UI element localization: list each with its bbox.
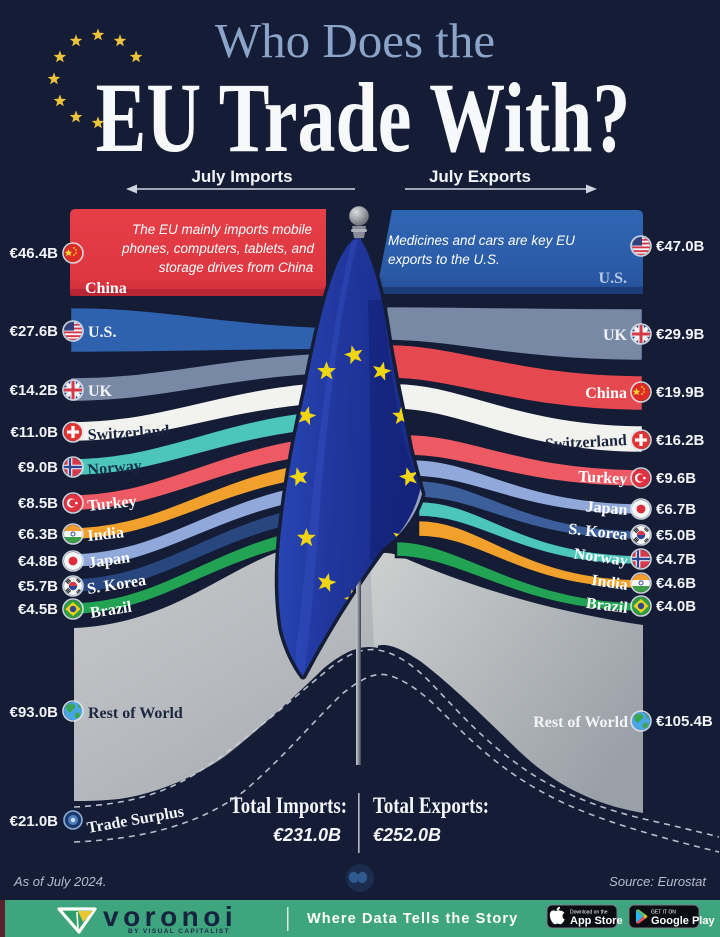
svg-text:€4.8B: €4.8B [18, 553, 58, 570]
svg-text:Japan: Japan [585, 498, 628, 519]
svg-text:Norway: Norway [87, 457, 142, 479]
svg-text:voronoi: voronoi [103, 901, 237, 932]
svg-text:U.S.: U.S. [599, 270, 627, 287]
svg-text:€14.2B: €14.2B [10, 382, 59, 399]
svg-text:Total Imports:: Total Imports: [230, 792, 347, 818]
svg-text:€105.4B: €105.4B [656, 713, 713, 730]
svg-text:€6.7B: €6.7B [656, 501, 696, 518]
svg-text:The EU mainly imports mobile: The EU mainly imports mobile [132, 222, 312, 237]
svg-text:GET IT ON: GET IT ON [651, 910, 676, 916]
svg-text:storage drives from China: storage drives from China [159, 260, 314, 275]
svg-text:€46.4B: €46.4B [10, 245, 59, 262]
svg-text:€16.2B: €16.2B [656, 432, 705, 449]
svg-text:€4.5B: €4.5B [18, 601, 58, 618]
svg-text:BY VISUAL CAPITALIST: BY VISUAL CAPITALIST [128, 928, 230, 935]
svg-text:China: China [85, 280, 127, 297]
svg-text:Turkey: Turkey [578, 468, 628, 488]
svg-text:€29.9B: €29.9B [656, 326, 705, 343]
svg-text:July Exports: July Exports [429, 167, 531, 186]
svg-text:Rest of World: Rest of World [533, 714, 628, 731]
svg-text:€27.6B: €27.6B [10, 323, 59, 340]
svg-text:Brazil: Brazil [585, 595, 629, 617]
svg-text:Total Exports:: Total Exports: [373, 792, 489, 818]
svg-text:Where Data Tells the Story: Where Data Tells the Story [307, 911, 518, 927]
svg-text:China: China [585, 385, 627, 402]
svg-text:Japan: Japan [87, 549, 131, 572]
svg-text:€4.0B: €4.0B [656, 598, 696, 615]
svg-text:India: India [87, 524, 125, 545]
svg-text:July Imports: July Imports [191, 167, 292, 186]
svg-text:€9.0B: €9.0B [18, 459, 58, 476]
svg-text:exports to the U.S.: exports to the U.S. [388, 252, 500, 267]
svg-text:Source: Eurostat: Source: Eurostat [609, 874, 707, 889]
svg-text:Rest of World: Rest of World [88, 705, 183, 722]
svg-text:€6.3B: €6.3B [18, 526, 58, 543]
svg-text:€9.6B: €9.6B [656, 470, 696, 487]
svg-text:€11.0B: €11.0B [10, 424, 58, 441]
svg-text:Google Play: Google Play [651, 915, 715, 927]
svg-text:€21.0B: €21.0B [10, 813, 59, 830]
svg-text:Download on the: Download on the [570, 910, 608, 916]
svg-text:€19.9B: €19.9B [656, 384, 705, 401]
svg-text:phones, computers, tablets, an: phones, computers, tablets, and [121, 241, 315, 256]
svg-text:€4.7B: €4.7B [656, 551, 696, 568]
svg-text:€93.0B: €93.0B [10, 704, 59, 721]
svg-text:Who Does the: Who Does the [215, 13, 495, 68]
svg-text:App Store: App Store [570, 915, 623, 927]
svg-text:India: India [590, 572, 628, 594]
svg-text:€252.0B: €252.0B [373, 825, 441, 845]
svg-text:EU Trade With?: EU Trade With? [96, 63, 631, 173]
svg-text:Switzerland: Switzerland [545, 432, 628, 453]
svg-text:Switzerland: Switzerland [87, 423, 170, 444]
svg-text:Turkey: Turkey [87, 493, 138, 515]
svg-text:€4.6B: €4.6B [656, 575, 696, 592]
svg-text:€5.7B: €5.7B [18, 578, 58, 595]
svg-text:€47.0B: €47.0B [656, 238, 705, 255]
svg-text:UK: UK [88, 383, 113, 400]
svg-text:S. Korea: S. Korea [568, 521, 629, 544]
svg-text:€8.5B: €8.5B [18, 495, 58, 512]
svg-text:U.S.: U.S. [88, 324, 116, 341]
svg-text:Brazil: Brazil [89, 599, 133, 622]
svg-text:Medicines and cars are key EU: Medicines and cars are key EU [388, 233, 575, 248]
svg-text:As of July 2024.: As of July 2024. [13, 874, 107, 889]
svg-text:UK: UK [603, 327, 628, 344]
svg-text:€5.0B: €5.0B [656, 527, 696, 544]
svg-text:€231.0B: €231.0B [273, 825, 341, 845]
